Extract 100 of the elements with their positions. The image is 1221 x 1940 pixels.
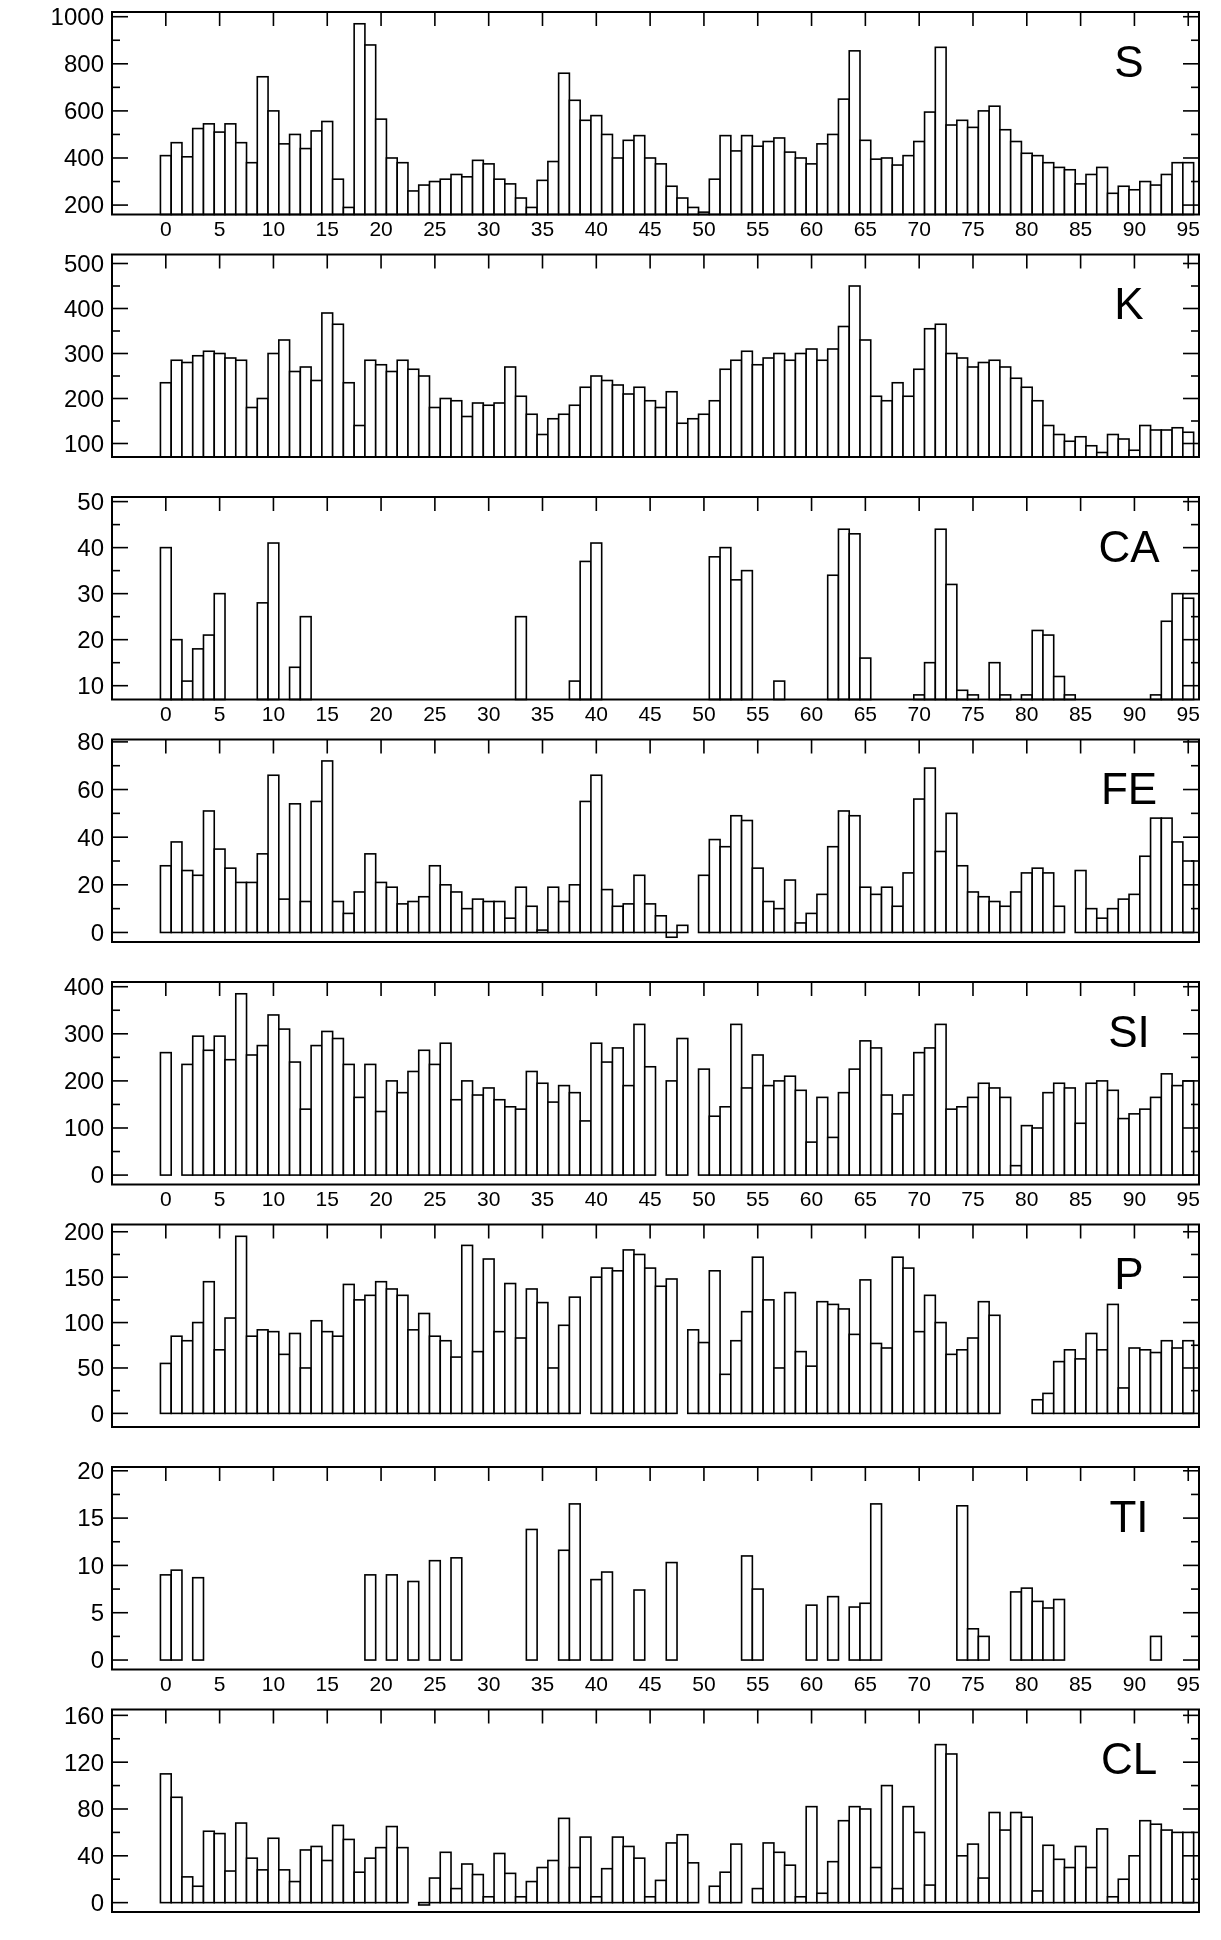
y-tick-label: 200 [63,191,104,219]
y-tick-label: 400 [63,294,104,322]
y-tick-label: 0 [90,918,104,946]
text: TI [1109,1491,1149,1541]
y-tick-label: 0 [90,1646,104,1674]
x-tick-label: 55 [746,1671,770,1695]
x-tick-label: 35 [530,1186,555,1210]
y-tick-label: 5 [90,1599,104,1627]
bar [633,1589,646,1661]
y-tick-label: 30 [77,580,104,608]
x-tick-label: 90 [1122,216,1147,240]
y-tick-label: 800 [63,50,104,78]
y-tick-label: 200 [63,1067,104,1095]
text: P [1114,1249,1144,1299]
y-tick-label: 20 [77,626,104,654]
bar [805,1604,818,1661]
x-tick-label: 60 [799,701,824,725]
y-tick-label: 80 [77,728,104,756]
y-tick-label: 20 [77,1457,104,1485]
bar [428,1559,442,1661]
bar [407,1580,420,1661]
x-tick-label: 5 [213,1186,226,1210]
bar [159,1051,172,1176]
x-tick-label: 20 [369,1186,393,1210]
y-tick-label: 40 [77,823,104,851]
x-tick-label: 20 [369,1671,393,1695]
x-tick-label: 25 [423,1671,447,1695]
x-tick-label: 15 [315,1671,339,1695]
x-tick-label: 10 [261,216,286,240]
x-tick-label: 30 [477,701,501,725]
x-tick-label: 95 [1176,701,1200,725]
x-tick-label: 35 [530,701,555,725]
x-tick-label: 65 [853,701,878,725]
x-tick-label: 40 [584,701,608,725]
bar [191,1576,205,1661]
y-tick-label: 60 [77,775,104,803]
x-tick-label: 60 [799,1671,824,1695]
y-tick-label: 40 [77,534,104,562]
y-tick-label: 600 [63,97,104,125]
x-tick-label: 25 [423,216,447,240]
x-tick-label: 50 [692,216,716,240]
x-tick-label: 45 [638,1186,662,1210]
x-tick-label: 85 [1068,216,1093,240]
x-tick-label: 60 [799,1186,824,1210]
x-tick-label: 50 [692,1671,716,1695]
x-tick-label: 55 [746,216,770,240]
x-tick-label: 90 [1122,1186,1147,1210]
text: K [1114,279,1144,329]
x-tick-label: 45 [638,216,662,240]
x-tick-label: 85 [1068,1671,1093,1695]
x-tick-label: 60 [799,216,824,240]
y-tick-label: 20 [77,871,104,899]
bar [525,1528,538,1661]
text: FE [1100,764,1158,814]
y-tick-label: 400 [63,973,104,1001]
y-tick-label: 500 [63,249,104,277]
x-tick-label: 30 [477,1671,501,1695]
y-tick-label: 200 [63,384,104,412]
x-tick-label: 65 [853,1671,878,1695]
y-tick-label: 10 [77,1551,104,1579]
y-tick-label: 300 [63,1020,104,1048]
x-tick-label: 65 [853,216,878,240]
x-tick-label: 5 [213,216,226,240]
x-tick-label: 10 [261,701,286,725]
bar [450,1557,463,1661]
x-tick-label: 45 [638,701,662,725]
text: CA [1098,521,1161,571]
y-tick-label: 0 [90,1399,104,1427]
text: S [1114,36,1144,86]
x-tick-label: 85 [1068,701,1093,725]
x-tick-label: 80 [1015,1671,1039,1695]
x-tick-label: 5 [213,1671,226,1695]
y-tick-label: 10 [77,672,104,700]
x-tick-label: 80 [1015,1186,1039,1210]
x-tick-label: 0 [159,216,172,240]
x-tick-label: 80 [1015,701,1039,725]
x-tick-label: 50 [692,1186,716,1210]
x-tick-label: 55 [746,1186,770,1210]
x-tick-label: 90 [1122,1671,1147,1695]
y-tick-label: 100 [63,429,104,457]
y-tick-label: 80 [77,1795,104,1823]
y-tick-label: 0 [90,1161,104,1189]
x-tick-label: 95 [1176,216,1200,240]
x-tick-label: 40 [584,1671,608,1695]
y-tick-label: 150 [63,1263,104,1291]
x-tick-label: 85 [1068,1186,1093,1210]
y-tick-label: 50 [77,488,104,515]
x-tick-label: 0 [159,1186,172,1210]
x-tick-label: 30 [477,1186,501,1210]
x-tick-label: 15 [315,216,339,240]
text: SI [1108,1006,1150,1056]
x-tick-label: 0 [159,1671,172,1695]
y-tick-label: 300 [63,339,104,367]
x-tick-label: 40 [584,216,608,240]
bar [1149,1635,1163,1661]
y-tick-label: 400 [63,144,104,172]
text: CL [1100,1734,1158,1784]
x-tick-label: 25 [423,1186,447,1210]
bar [665,1561,678,1661]
x-tick-label: 20 [369,216,393,240]
